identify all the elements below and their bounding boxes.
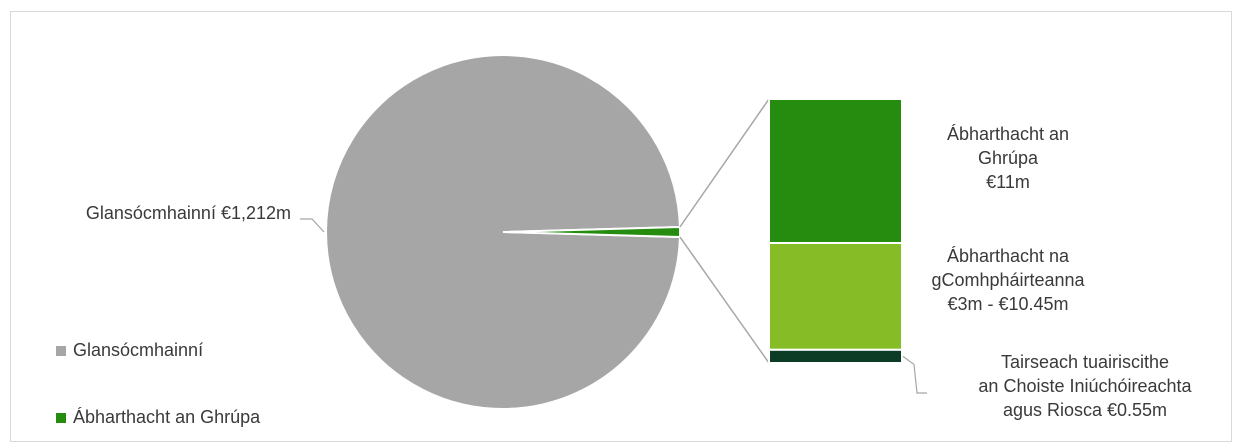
legend-label-1: Ábharthacht an Ghrúpa (73, 407, 261, 427)
bar-segment-2 (768, 348, 903, 364)
segment-label-2-line-2: agus Riosca €0.55m (1003, 400, 1167, 420)
segment-label-1-line-0: Ábharthacht na (947, 246, 1070, 266)
segment-label-2-line-1: an Choiste Iniúchóireachta (978, 376, 1192, 396)
legend-label-0: Glansócmhainní (73, 340, 203, 360)
pie-slice-abharthacht-an-ghrupa (502, 225, 681, 239)
pie-label-glansocmhainni: Glansócmhainní €1,212m (86, 203, 291, 223)
legend-swatch-0 (56, 346, 66, 356)
segment-label-2: Tairseach tuairiscithe an Choiste Iniúchó… (978, 352, 1192, 420)
segment-label-0-line-2: €11m (986, 172, 1030, 192)
data-labels: Glansócmhainní €1,212m Ábharthacht an Ghrú… (86, 124, 1193, 420)
segment-label-leader-line (902, 355, 927, 394)
bar-segment-1 (768, 242, 903, 351)
pie-slice-glansocmhainni (325, 54, 681, 410)
segment-label-1: Ábharthacht na gComhpháirteanna €3m - €10.… (931, 246, 1085, 314)
segment-label-0: Ábharthacht an Ghrúpa €11m (947, 124, 1069, 192)
segment-label-0-line-1: Ghrúpa (978, 148, 1039, 168)
legend-swatch-1 (56, 413, 66, 423)
pie (325, 54, 681, 410)
segment-label-2-line-0: Tairseach tuairiscithe (1001, 352, 1169, 372)
segment-label-0-line-0: Ábharthacht an (947, 124, 1069, 144)
legend: Glansócmhainní Ábharthacht an Ghrúpa (56, 340, 261, 427)
segment-label-1-line-1: gComhpháirteanna (931, 270, 1085, 290)
breakdown-bar (768, 98, 903, 364)
connector-line-top (679, 98, 770, 228)
connector-line-bottom (679, 236, 770, 364)
segment-label-1-line-2: €3m - €10.45m (947, 294, 1068, 314)
connector-lines (679, 98, 770, 364)
bar-segment-0 (768, 98, 903, 244)
pie-label-leader-line (300, 218, 325, 233)
